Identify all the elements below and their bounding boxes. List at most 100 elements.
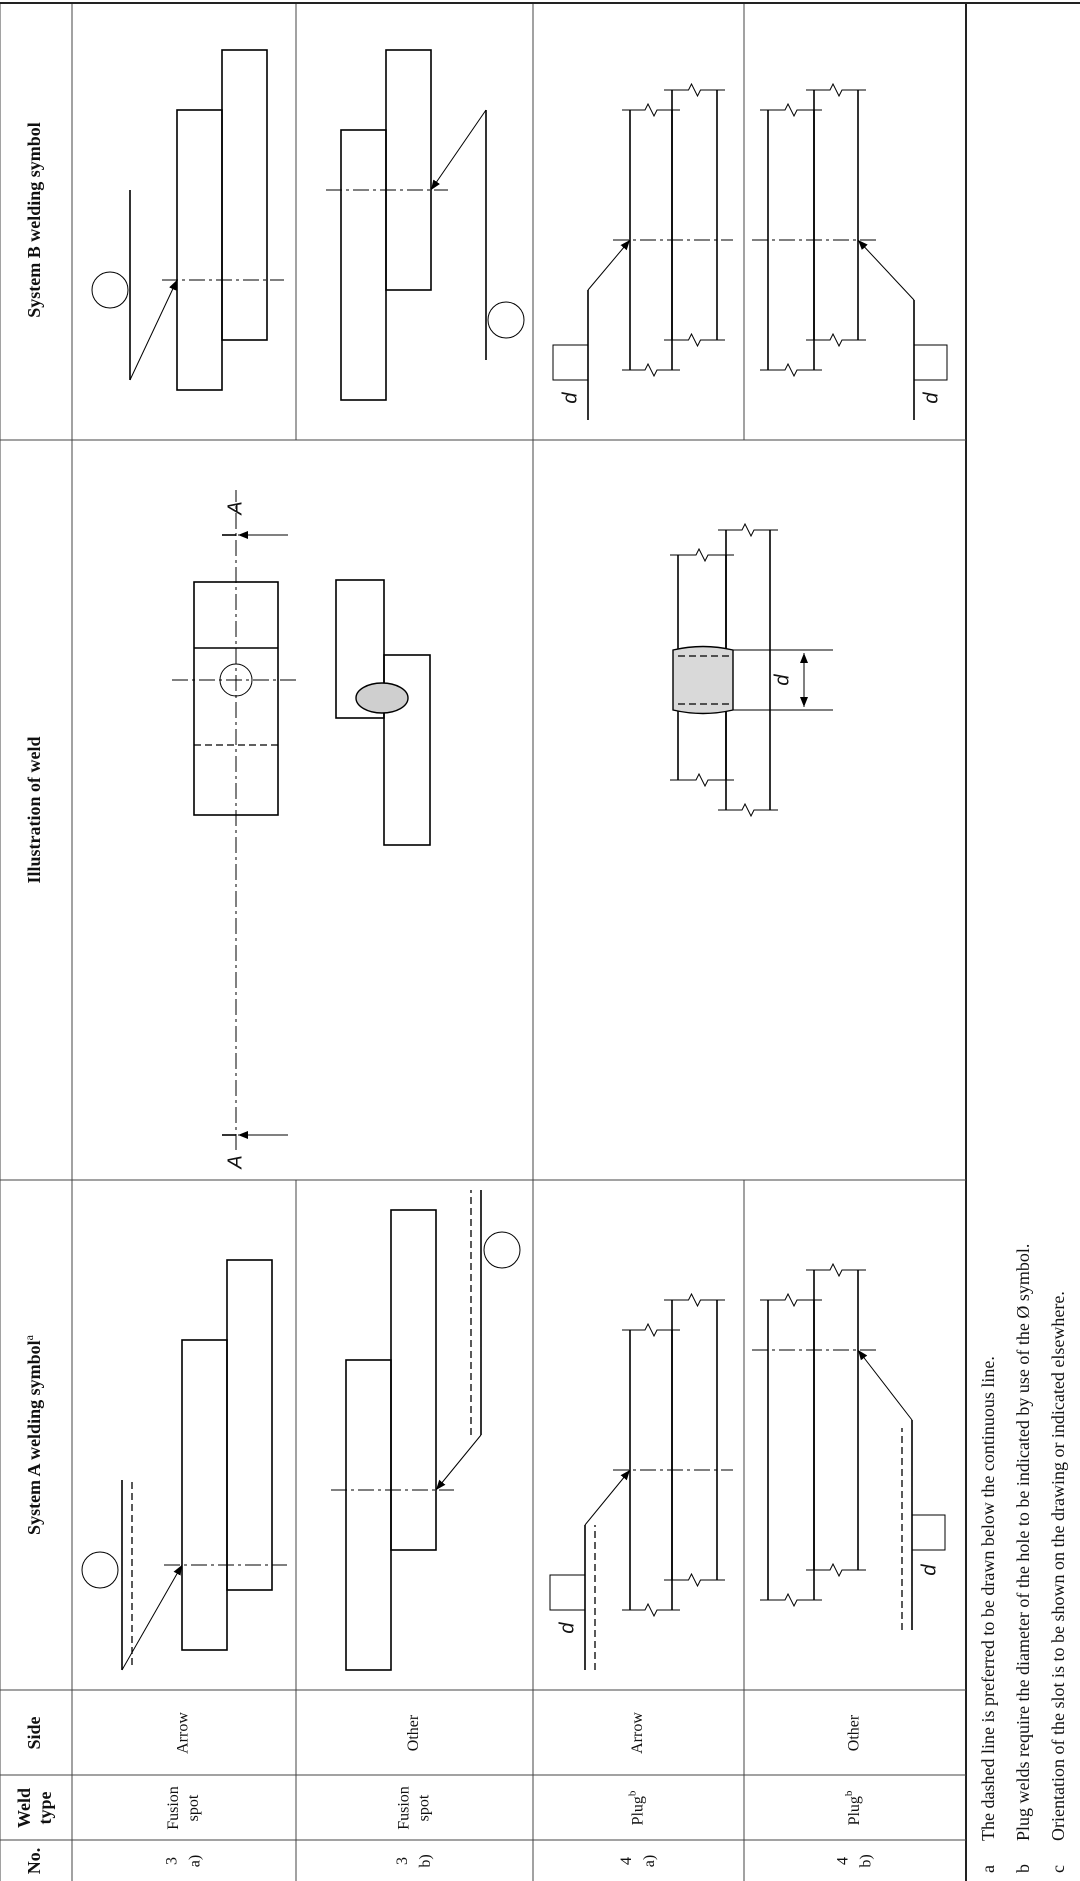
- arrow: [121, 1564, 183, 1671]
- row-side: Arrow: [175, 1712, 192, 1754]
- symbol-circle: [81, 1551, 119, 1589]
- cell-drawing: d: [670, 522, 833, 818]
- cell-drawing: [91, 49, 284, 391]
- plate: [176, 109, 223, 391]
- header-no: No.: [24, 1848, 44, 1875]
- plug-symbol: [549, 1574, 586, 1611]
- cell-drawing: d: [752, 82, 948, 420]
- row-weld-type: Fusion: [395, 1786, 412, 1830]
- footnote-mark: b: [1013, 1864, 1033, 1873]
- drawing-label: A: [224, 501, 246, 515]
- footnote-text: Orientation of the slot is to be shown o…: [1048, 1291, 1068, 1841]
- arrow: [857, 1349, 913, 1421]
- row-sub: a): [187, 1855, 204, 1867]
- cell-drawing: d: [752, 1262, 946, 1630]
- row-weld-type: Plugb: [843, 1790, 863, 1825]
- break-line: [718, 802, 778, 818]
- cell-drawing: d: [552, 82, 733, 420]
- break-line: [718, 522, 778, 538]
- break-line: [806, 332, 866, 348]
- row-no: 4: [835, 1857, 852, 1865]
- row-no: 4: [618, 1857, 635, 1865]
- break-line: [664, 1292, 725, 1308]
- plug-symbol: [911, 1514, 946, 1551]
- arrow: [435, 1434, 482, 1491]
- arrow: [584, 1469, 631, 1526]
- row-side: Other: [846, 1714, 863, 1751]
- plate: [221, 49, 268, 341]
- cell-drawing: d: [549, 1292, 733, 1670]
- plug-symbol: [552, 344, 589, 381]
- footnote-text: Plug welds require the diameter of the h…: [1013, 1244, 1033, 1841]
- arrow: [129, 279, 178, 381]
- weld-nugget: [355, 682, 409, 714]
- plate: [383, 654, 431, 846]
- header-system-b: System B welding symbol: [24, 122, 44, 318]
- symbol-circle: [219, 663, 253, 697]
- plate: [390, 1209, 437, 1551]
- break-line: [622, 102, 680, 118]
- row-side: Arrow: [629, 1712, 646, 1754]
- cell-drawing: [81, 1259, 287, 1671]
- plate: [335, 579, 385, 719]
- weld-type-note: b: [843, 1790, 855, 1796]
- break-line: [622, 1322, 680, 1338]
- cell-drawing: [331, 1190, 521, 1671]
- header-weld-type: Weld: [14, 1788, 34, 1828]
- plate: [385, 49, 432, 291]
- row-weld-type: Fusion: [165, 1786, 182, 1830]
- row-side: Other: [405, 1714, 422, 1751]
- break-line: [622, 1602, 680, 1618]
- plate: [226, 1259, 273, 1591]
- weld-type-text: Plug: [629, 1796, 646, 1825]
- weld-type-text: Plug: [846, 1796, 863, 1825]
- break-line: [760, 102, 822, 118]
- cell-drawing: [326, 49, 525, 401]
- break-line: [622, 362, 680, 378]
- row-no: 3: [394, 1857, 411, 1865]
- row-weld-type: Plugb: [626, 1790, 646, 1825]
- row-sub: b): [858, 1854, 875, 1867]
- break-line: [806, 1562, 866, 1578]
- drawing-label: d: [918, 1564, 940, 1576]
- footnote-mark: c: [1048, 1865, 1068, 1873]
- arrow: [857, 239, 915, 301]
- row-sub: a): [641, 1855, 658, 1867]
- drawing-label: d: [556, 1622, 578, 1634]
- plate: [345, 1359, 392, 1671]
- drawing-label: d: [920, 392, 942, 404]
- header-text: System A welding symbol: [24, 1340, 44, 1535]
- weld-type-text: Fusion: [165, 1786, 182, 1830]
- header-note: a: [22, 1334, 36, 1340]
- row-weld-type: spot: [185, 1794, 202, 1821]
- weld-type-note: b: [626, 1790, 638, 1796]
- drawing-label: d: [771, 674, 793, 686]
- break-line: [806, 82, 866, 98]
- drawing-label: d: [559, 392, 581, 404]
- arrow: [430, 109, 487, 191]
- header-side: Side: [24, 1716, 44, 1749]
- footnote-mark: a: [978, 1865, 998, 1873]
- break-line: [760, 1292, 822, 1308]
- break-line: [664, 1572, 725, 1588]
- break-line: [760, 362, 822, 378]
- break-line: [760, 1592, 822, 1608]
- row-weld-type: spot: [415, 1794, 432, 1821]
- break-line: [670, 547, 734, 563]
- header-system-a: System A welding symbola: [22, 1334, 44, 1535]
- cell-drawing: AA: [172, 490, 431, 1170]
- break-line: [664, 82, 725, 98]
- footnote-text: The dashed line is preferred to be drawn…: [978, 1356, 998, 1841]
- plug-symbol: [913, 344, 948, 381]
- header-weld-type: type: [35, 1791, 55, 1824]
- plate: [340, 129, 387, 401]
- header-illustration: Illustration of weld: [24, 736, 44, 883]
- weld-type-text: Fusion: [395, 1786, 412, 1830]
- weld-type-text: spot: [415, 1794, 432, 1821]
- arrow: [587, 239, 631, 291]
- break-line: [664, 332, 725, 348]
- symbol-circle: [487, 301, 525, 339]
